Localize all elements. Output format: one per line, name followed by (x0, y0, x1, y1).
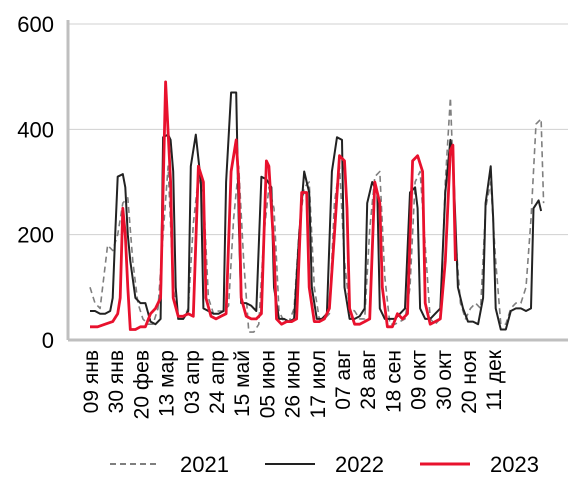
series-line-2021 (89, 96, 545, 333)
x-tick-label: 28 авг (357, 350, 380, 410)
x-tick-label: 13 мар (156, 350, 179, 417)
x-tick-label: 24 апр (206, 350, 229, 414)
series-lines (89, 80, 545, 333)
x-tick-label: 17 июл (307, 350, 330, 418)
x-tick-label: 11 дек (483, 349, 506, 411)
y-tick-label: 0 (42, 328, 54, 353)
x-tick-label: 07 авг (332, 350, 355, 410)
x-tick-label: 15 май (231, 350, 254, 417)
x-tick-label: 18 сен (382, 350, 405, 413)
series-line-2023 (90, 80, 457, 331)
legend: 2021 2022 2023 (110, 452, 539, 477)
legend-label-2023: 2023 (490, 452, 539, 477)
x-tick-label: 26 июн (282, 350, 305, 418)
x-tick-label: 20 фев (130, 350, 153, 419)
series-line-2022 (90, 91, 543, 331)
x-tick-label: 09 янв (80, 350, 103, 413)
y-tick-label: 400 (17, 117, 54, 142)
axes (66, 20, 568, 342)
legend-label-2022: 2022 (335, 452, 384, 477)
x-tick-label: 30 янв (105, 350, 128, 413)
legend-label-2021: 2021 (180, 452, 229, 477)
x-tick-label: 20 ноя (458, 350, 481, 414)
x-tick-label: 03 апр (181, 350, 204, 414)
y-tick-labels: 0 200 400 600 (17, 12, 54, 353)
x-tick-label: 30 окт (433, 350, 456, 410)
x-tick-labels: 09 янв 30 янв 20 фев 13 мар 03 апр 24 апр 15 м… (80, 349, 506, 419)
x-tick-label: 05 июн (256, 350, 279, 418)
x-tick-label: 09 окт (408, 350, 431, 410)
y-tick-label: 200 (17, 223, 54, 248)
y-tick-label: 600 (17, 12, 54, 37)
